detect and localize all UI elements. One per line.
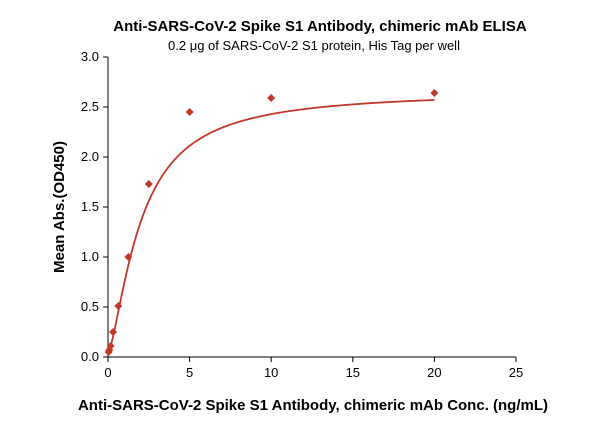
- x-tick-label: 15: [346, 365, 360, 380]
- data-points-layer: [104, 89, 439, 356]
- axes: 0.0 0.5 1.0 1.5 2.0 2.5 3.0 0 5 10 15 20 25: [81, 49, 523, 380]
- x-tick-label: 25: [509, 365, 523, 380]
- fit-curve: [107, 99, 435, 354]
- data-point: [185, 108, 194, 116]
- y-axis-label: Mean Abs.(OD450): [51, 141, 68, 273]
- data-point: [430, 89, 439, 97]
- data-point: [124, 253, 133, 261]
- data-point: [106, 342, 115, 350]
- data-point: [114, 302, 123, 310]
- data-point: [144, 180, 153, 188]
- x-tick-label: 5: [186, 365, 193, 380]
- chart-title: Anti-SARS-CoV-2 Spike S1 Antibody, chime…: [113, 18, 527, 35]
- y-tick-label: 2.0: [81, 149, 99, 164]
- x-tick-label: 20: [427, 365, 441, 380]
- x-tick-label: 10: [264, 365, 278, 380]
- data-point: [109, 328, 118, 336]
- y-tick-label: 2.5: [81, 99, 99, 114]
- x-axis-label: Anti-SARS-CoV-2 Spike S1 Antibody, chime…: [78, 397, 548, 414]
- chart-subtitle: 0.2 μg of SARS-CoV-2 S1 protein, His Tag…: [168, 38, 460, 53]
- y-tick-label: 1.0: [81, 249, 99, 264]
- y-tick-label: 0.5: [81, 299, 99, 314]
- x-tick-label: 0: [104, 365, 111, 380]
- fit-curve-layer: [107, 99, 435, 354]
- y-tick-label: 1.5: [81, 199, 99, 214]
- y-tick-label: 0.0: [81, 349, 99, 364]
- y-tick-label: 3.0: [81, 49, 99, 64]
- data-point: [267, 94, 276, 102]
